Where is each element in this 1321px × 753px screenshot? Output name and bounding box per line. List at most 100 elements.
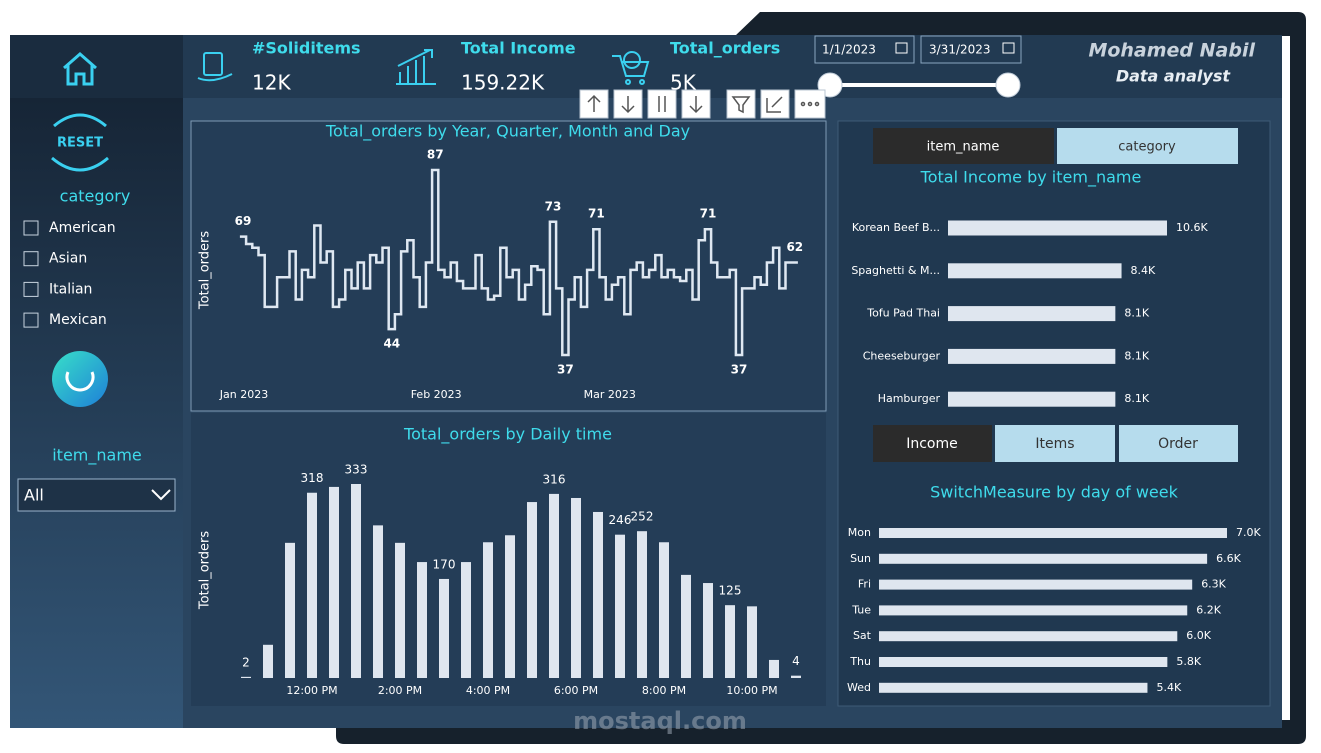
- data-label: 8.1K: [1124, 349, 1149, 362]
- data-label: 71: [588, 207, 605, 221]
- data-label: 62: [786, 240, 803, 254]
- bar: [527, 502, 537, 678]
- date-start: 1/1/2023: [822, 43, 876, 57]
- toolbar-icons: [587, 94, 820, 114]
- data-label: 71: [700, 207, 717, 221]
- bar: [725, 605, 735, 678]
- bar: [351, 484, 361, 678]
- bar: [241, 676, 251, 678]
- bar: [417, 562, 427, 678]
- bar: [681, 574, 691, 678]
- slicer-title: item_name: [52, 446, 142, 466]
- refresh-icon: [65, 371, 95, 392]
- data-label: 10.6K: [1176, 221, 1208, 234]
- toggle-button[interactable]: [873, 425, 992, 462]
- kpi-label: Total_orders: [670, 39, 780, 58]
- calendar-icon: [1002, 42, 1015, 54]
- checkbox-label: American: [49, 220, 116, 236]
- bar: [948, 306, 1116, 322]
- checkbox-label: Asian: [49, 251, 87, 267]
- bar: [307, 492, 317, 678]
- x-tick-label: 12:00 PM: [286, 684, 337, 697]
- tool-button[interactable]: [760, 89, 790, 119]
- data-label: 170: [433, 557, 456, 571]
- data-label: 8.1K: [1124, 392, 1149, 405]
- toggle-button[interactable]: [1119, 425, 1238, 462]
- bar: [747, 606, 757, 678]
- data-label: 6.2K: [1196, 603, 1221, 616]
- y-tick-label: Thu: [849, 655, 871, 668]
- y-tick-label: Sun: [850, 552, 871, 565]
- data-label: 73: [545, 199, 562, 213]
- x-tick-label: Jan 2023: [219, 388, 268, 401]
- data-label: 252: [631, 510, 654, 524]
- checkbox-label: Italian: [49, 281, 92, 297]
- sidebar: [10, 98, 183, 728]
- home-icon[interactable]: [63, 52, 97, 86]
- date-input[interactable]: [814, 35, 915, 64]
- bar: [879, 631, 1178, 642]
- y-tick-label: Tofu Pad Thai: [866, 307, 940, 320]
- toggle-label: category: [1118, 140, 1176, 155]
- kpi-value: 12K: [252, 71, 291, 95]
- bar: [879, 657, 1168, 667]
- toggle-button[interactable]: [873, 128, 1054, 164]
- data-label: 8.1K: [1124, 307, 1149, 320]
- y-axis-label: Total_orders: [198, 531, 213, 611]
- slider-handle[interactable]: [995, 72, 1021, 98]
- bar: [461, 562, 471, 678]
- bar: [879, 605, 1188, 616]
- tool-button[interactable]: [726, 89, 756, 119]
- kpi-icons: [197, 49, 650, 85]
- tool-button[interactable]: [794, 89, 826, 119]
- bar: [703, 583, 713, 678]
- data-label: 316: [543, 472, 566, 486]
- kpi-value: 159.22K: [461, 71, 545, 95]
- bar: [483, 542, 493, 678]
- toggle-button[interactable]: [995, 425, 1115, 462]
- bar: [637, 531, 647, 678]
- dropdown-arrow: [151, 489, 171, 501]
- toggle-label: Order: [1158, 436, 1198, 452]
- toolbar: [579, 89, 826, 119]
- author: Mohamed Nabil: [1088, 40, 1255, 62]
- y-tick-label: Tue: [851, 603, 871, 616]
- bar: [593, 511, 603, 678]
- reset-icon[interactable]: [51, 113, 109, 172]
- bar: [505, 535, 515, 678]
- y-tick-label: Cheeseburger: [863, 349, 941, 362]
- y-tick-label: Sat: [853, 629, 872, 642]
- bar: [879, 528, 1227, 538]
- checkbox[interactable]: [23, 312, 39, 328]
- tool-button[interactable]: [647, 89, 677, 119]
- bar: [395, 542, 405, 678]
- data-label: 37: [731, 363, 748, 377]
- bar: [769, 659, 779, 678]
- data-label: 246: [609, 513, 632, 527]
- role: Data analyst: [1116, 67, 1232, 86]
- bar: [285, 542, 295, 678]
- x-tick-label: 2:00 PM: [378, 684, 422, 697]
- bar: [879, 579, 1193, 590]
- date-input[interactable]: [920, 35, 1022, 64]
- bar: [571, 497, 581, 678]
- checkbox[interactable]: [23, 281, 39, 297]
- dropdown[interactable]: [17, 478, 176, 512]
- checkbox[interactable]: [23, 220, 39, 236]
- bar: [948, 348, 1116, 364]
- checkbox[interactable]: [23, 251, 39, 267]
- watermark: mostaql.com: [573, 707, 747, 735]
- chart-title: Total_orders by Daily time: [403, 425, 612, 445]
- x-tick-label: Mar 2023: [584, 388, 636, 401]
- refresh-button[interactable]: [52, 351, 108, 407]
- reset-label[interactable]: RESET: [57, 136, 103, 151]
- bar: [329, 486, 339, 678]
- toggle-button[interactable]: [1057, 128, 1238, 164]
- chart-title: SwitchMeasure by day of week: [930, 483, 1178, 502]
- bar: [879, 553, 1208, 564]
- chart-title: Total Income by item_name: [920, 168, 1142, 188]
- data-label: 6.6K: [1216, 552, 1241, 565]
- y-tick-label: Wed: [847, 681, 871, 694]
- bar: [879, 682, 1148, 693]
